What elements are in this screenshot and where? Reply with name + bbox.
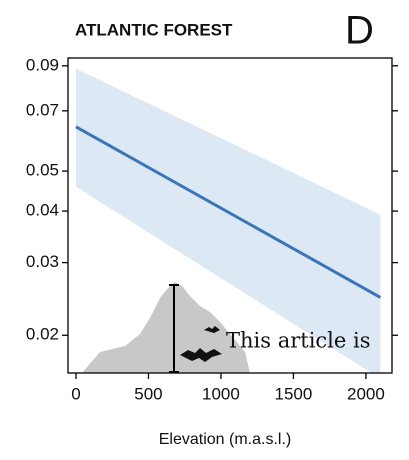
panel-label: D — [345, 9, 374, 53]
x-tick-label: 0 — [71, 384, 80, 403]
range-bar — [169, 284, 179, 373]
y-tick-label: 0.03 — [26, 252, 59, 271]
x-tick-label: 2000 — [347, 384, 385, 403]
bat-icon — [180, 348, 222, 362]
x-tick-label: 1500 — [275, 384, 313, 403]
y-tick-label: 0.05 — [26, 161, 59, 180]
y-tick-label: 0.02 — [26, 325, 59, 344]
bat-icon — [204, 326, 220, 333]
density-silhouette — [82, 282, 250, 373]
x-tick-label: 1000 — [202, 384, 240, 403]
confidence-band — [75, 68, 381, 373]
x-axis-label: Elevation (m.a.s.l.) — [159, 431, 291, 448]
plot-frame — [67, 57, 393, 374]
y-tick-label: 0.07 — [26, 100, 59, 119]
watermark-text: This article is — [226, 329, 371, 353]
y-tick-label: 0.09 — [26, 55, 59, 74]
x-tick-label: 500 — [134, 384, 162, 403]
y-tick-label: 0.04 — [26, 201, 59, 220]
trend-line — [75, 125, 382, 299]
chart-title: ATLANTIC FOREST — [75, 20, 233, 39]
